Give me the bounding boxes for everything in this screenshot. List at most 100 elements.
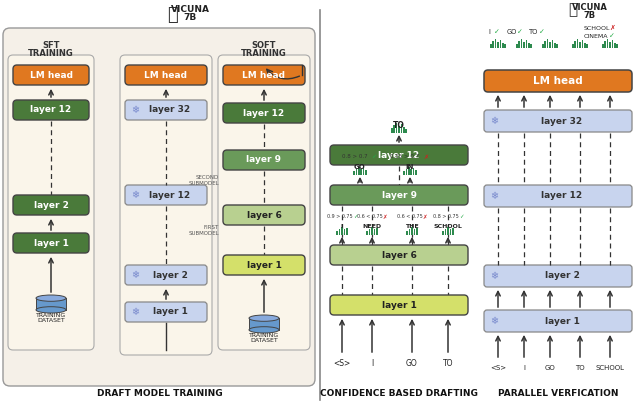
Text: I: I	[488, 29, 490, 35]
Bar	[365, 170, 367, 175]
Bar	[406, 231, 408, 235]
Text: LM head: LM head	[533, 76, 583, 86]
Text: <S>: <S>	[490, 365, 506, 371]
Text: PARALLEL VERFICATION: PARALLEL VERFICATION	[498, 389, 618, 398]
Bar	[542, 44, 543, 48]
Text: ❄: ❄	[131, 105, 139, 115]
Text: 🦙: 🦙	[568, 2, 577, 18]
Text: TO: TO	[529, 29, 539, 35]
Bar	[339, 229, 340, 235]
Bar	[554, 43, 556, 48]
Text: 0.8 > 0.75: 0.8 > 0.75	[433, 214, 459, 219]
Text: ✓: ✓	[494, 29, 500, 35]
Bar	[579, 42, 581, 48]
Bar	[452, 228, 454, 235]
Bar	[369, 229, 371, 235]
Bar	[604, 41, 606, 48]
Bar	[582, 40, 583, 48]
Bar	[403, 171, 405, 175]
Bar	[572, 44, 573, 48]
Bar	[528, 43, 530, 48]
Bar	[490, 44, 492, 48]
Text: 🦙: 🦙	[168, 6, 179, 24]
Bar	[346, 228, 348, 235]
FancyBboxPatch shape	[223, 205, 305, 225]
Text: SFT: SFT	[42, 42, 60, 50]
Text: layer 1: layer 1	[33, 239, 68, 247]
Text: 7B: 7B	[184, 13, 196, 22]
Text: layer 1: layer 1	[545, 317, 579, 326]
Bar	[609, 42, 611, 48]
Text: VICUNA: VICUNA	[170, 6, 209, 15]
FancyBboxPatch shape	[223, 103, 305, 123]
Text: CINEMA: CINEMA	[584, 33, 609, 39]
Bar	[497, 42, 499, 48]
Text: SCHOOL: SCHOOL	[433, 225, 463, 230]
Bar	[447, 227, 449, 235]
Text: ✓: ✓	[539, 29, 545, 35]
Bar	[396, 123, 397, 133]
Text: IN: IN	[406, 164, 414, 170]
Text: 0.55 > 0.7: 0.55 > 0.7	[390, 155, 420, 160]
Text: layer 1: layer 1	[152, 308, 188, 317]
Bar	[356, 168, 357, 175]
Text: SOFT: SOFT	[252, 42, 276, 50]
Text: ✗: ✗	[422, 214, 428, 219]
Bar	[337, 231, 338, 235]
Bar	[360, 169, 362, 175]
Text: TRAINING: TRAINING	[28, 48, 74, 57]
Text: LM head: LM head	[145, 70, 188, 79]
Text: layer 12: layer 12	[541, 192, 582, 201]
Text: GO: GO	[406, 359, 418, 368]
Text: SCHOOL: SCHOOL	[584, 26, 611, 31]
Text: SECOND
SUBMODEL: SECOND SUBMODEL	[188, 175, 219, 186]
Text: ✓: ✓	[353, 214, 357, 219]
FancyBboxPatch shape	[13, 195, 89, 215]
Bar	[405, 129, 407, 133]
FancyBboxPatch shape	[125, 100, 207, 120]
Bar	[586, 44, 588, 48]
Bar	[363, 168, 364, 175]
Text: 0.6 < 0.75: 0.6 < 0.75	[397, 214, 423, 219]
Text: TO: TO	[443, 359, 453, 368]
FancyBboxPatch shape	[484, 185, 632, 207]
Text: ✗: ✗	[609, 25, 615, 31]
Text: layer 12: layer 12	[378, 151, 420, 160]
Bar	[409, 229, 410, 235]
Bar	[525, 40, 527, 48]
Text: DRAFT MODEL TRAINING: DRAFT MODEL TRAINING	[97, 389, 223, 398]
FancyBboxPatch shape	[125, 65, 207, 85]
Bar	[614, 43, 616, 48]
Text: layer 9: layer 9	[381, 190, 417, 199]
FancyBboxPatch shape	[223, 150, 305, 170]
Bar	[545, 41, 546, 48]
Bar	[374, 230, 375, 235]
Text: 0.8 > 0.7: 0.8 > 0.7	[342, 155, 368, 160]
FancyBboxPatch shape	[125, 265, 207, 285]
Text: layer 1: layer 1	[246, 260, 282, 269]
Bar	[413, 168, 415, 175]
FancyBboxPatch shape	[13, 65, 89, 85]
Bar	[358, 167, 360, 175]
Text: TO: TO	[575, 365, 585, 371]
Bar	[391, 128, 392, 133]
Bar	[394, 125, 395, 133]
Bar	[531, 44, 532, 48]
Bar	[353, 171, 355, 175]
Text: GO: GO	[354, 164, 366, 170]
Text: ❄: ❄	[131, 307, 139, 317]
Bar	[616, 44, 618, 48]
Text: THE: THE	[405, 225, 419, 230]
Text: NEED: NEED	[362, 225, 381, 230]
Bar	[403, 127, 404, 133]
Text: 7B: 7B	[584, 11, 596, 20]
Text: LM head: LM head	[243, 70, 285, 79]
Bar	[442, 231, 444, 235]
Bar	[413, 230, 415, 235]
Text: layer 32: layer 32	[149, 105, 191, 114]
Text: layer 32: layer 32	[541, 116, 582, 125]
Ellipse shape	[36, 295, 66, 301]
Text: ✓: ✓	[517, 29, 523, 35]
Text: layer 12: layer 12	[243, 109, 285, 118]
FancyBboxPatch shape	[484, 265, 632, 287]
